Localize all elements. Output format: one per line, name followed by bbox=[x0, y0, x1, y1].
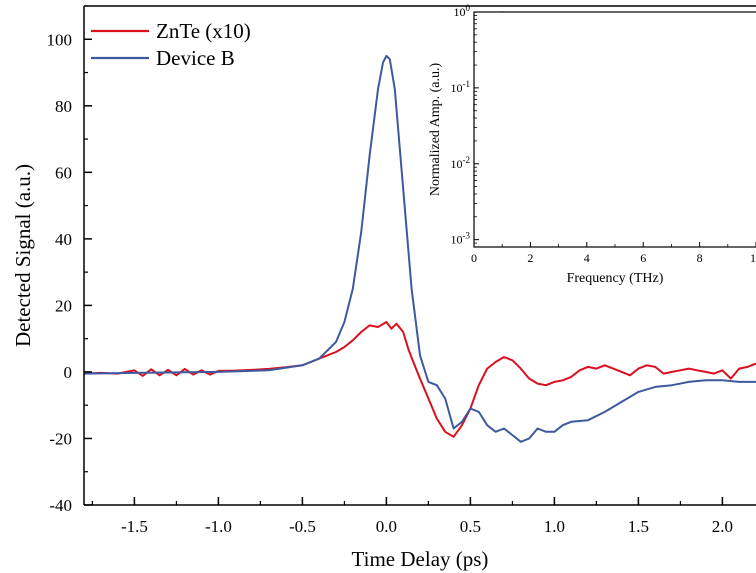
y-tick-label: -20 bbox=[49, 429, 72, 448]
inset-x-tick-label: 6 bbox=[640, 251, 646, 265]
y-tick-label: 40 bbox=[55, 230, 72, 249]
y-axis-title: Detected Signal (a.u.) bbox=[11, 164, 35, 347]
main-plot-frame bbox=[83, 5, 756, 506]
y-tick-label: 60 bbox=[55, 163, 72, 182]
inset-x-tick-label: 8 bbox=[697, 251, 703, 265]
legend: ZnTe (x10) Device B bbox=[91, 19, 251, 70]
inset-y-tick-label: 100 bbox=[454, 3, 471, 19]
inset-border bbox=[473, 11, 756, 248]
inset-axis-ticks: 0 2 4 6 8 10 10-3 10-2 10-1 100 bbox=[451, 3, 756, 265]
inset-x-tick-label: 4 bbox=[584, 251, 590, 265]
legend-label-0: ZnTe (x10) bbox=[156, 19, 251, 43]
x-tick-label: 2.0 bbox=[712, 517, 733, 536]
x-tick-label: 1.0 bbox=[544, 517, 565, 536]
inset-chart: 0 2 4 6 8 10 10-3 10-2 10-1 100 Frequency (THz) N… bbox=[428, 3, 756, 286]
series-line-1 bbox=[83, 54, 756, 443]
main-axis-ticks: -1.5 -1.0 -0.5 0.0 0.5 1.0 1.5 2.0-40-200204060… bbox=[47, 5, 733, 536]
y-tick-label: 80 bbox=[55, 97, 72, 116]
inset-x-axis-title: Frequency (THz) bbox=[567, 271, 664, 286]
x-tick-label: 0.0 bbox=[376, 517, 397, 536]
y-tick-label: 100 bbox=[47, 30, 73, 49]
x-tick-label: 1.5 bbox=[628, 517, 649, 536]
inset-y-tick-label: 10-1 bbox=[451, 79, 471, 95]
inset-y-tick-label: 10-3 bbox=[451, 231, 471, 247]
x-axis-title: Time Delay (ps) bbox=[352, 547, 489, 571]
legend-label-1: Device B bbox=[156, 46, 235, 70]
x-tick-label: -1.0 bbox=[205, 517, 232, 536]
y-tick-label: -40 bbox=[49, 496, 72, 515]
series-line-0 bbox=[83, 321, 756, 438]
y-tick-label: 20 bbox=[55, 296, 72, 315]
inset-x-tick-label: 2 bbox=[527, 251, 533, 265]
x-tick-label: 0.5 bbox=[460, 517, 481, 536]
x-tick-label: -1.5 bbox=[121, 517, 148, 536]
inset-y-axis-title: Normalized Amp. (a.u.) bbox=[428, 62, 443, 196]
inset-background bbox=[474, 12, 756, 247]
main-series-lines bbox=[83, 54, 756, 443]
inset-y-tick-label: 10-2 bbox=[451, 155, 471, 171]
main-chart: -1.5 -1.0 -0.5 0.0 0.5 1.0 1.5 2.0-40-200204060… bbox=[11, 5, 756, 571]
inset-plot-frame bbox=[473, 11, 756, 248]
x-tick-label: -0.5 bbox=[289, 517, 316, 536]
y-tick-label: 0 bbox=[64, 363, 73, 382]
inset-x-tick-label: 0 bbox=[471, 251, 477, 265]
inset-x-tick-label: 10 bbox=[750, 251, 756, 265]
